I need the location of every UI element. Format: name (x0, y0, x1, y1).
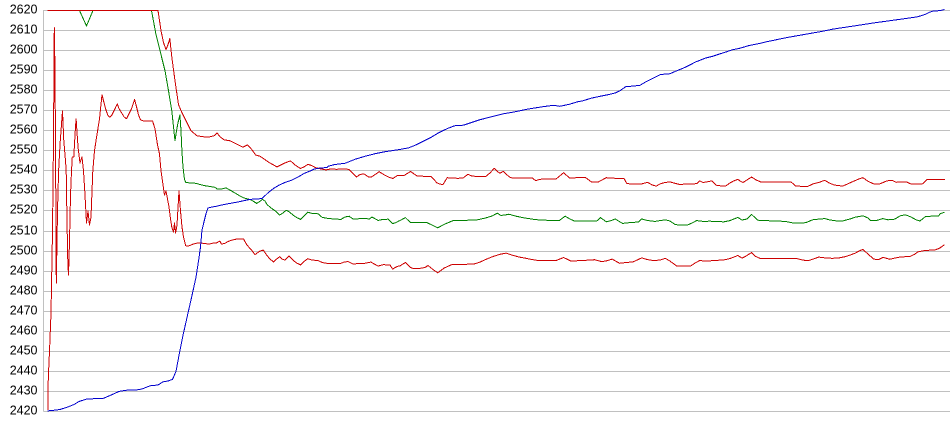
svg-text:2580: 2580 (10, 82, 38, 96)
svg-text:2570: 2570 (10, 102, 38, 116)
svg-text:2560: 2560 (10, 122, 38, 136)
svg-text:2470: 2470 (10, 303, 38, 317)
svg-text:2530: 2530 (10, 182, 38, 196)
svg-text:2590: 2590 (10, 62, 38, 76)
svg-text:2490: 2490 (10, 263, 38, 277)
svg-text:2450: 2450 (10, 343, 38, 357)
svg-text:2420: 2420 (10, 403, 38, 417)
svg-text:2500: 2500 (10, 243, 38, 257)
svg-text:2440: 2440 (10, 363, 38, 377)
svg-text:2480: 2480 (10, 283, 38, 297)
svg-text:2610: 2610 (10, 22, 38, 36)
svg-text:2430: 2430 (10, 383, 38, 397)
svg-text:2620: 2620 (10, 2, 38, 16)
svg-text:2550: 2550 (10, 142, 38, 156)
svg-text:2520: 2520 (10, 202, 38, 216)
svg-text:2540: 2540 (10, 162, 38, 176)
svg-text:2510: 2510 (10, 223, 38, 237)
svg-text:2600: 2600 (10, 42, 38, 56)
svg-text:2460: 2460 (10, 323, 38, 337)
